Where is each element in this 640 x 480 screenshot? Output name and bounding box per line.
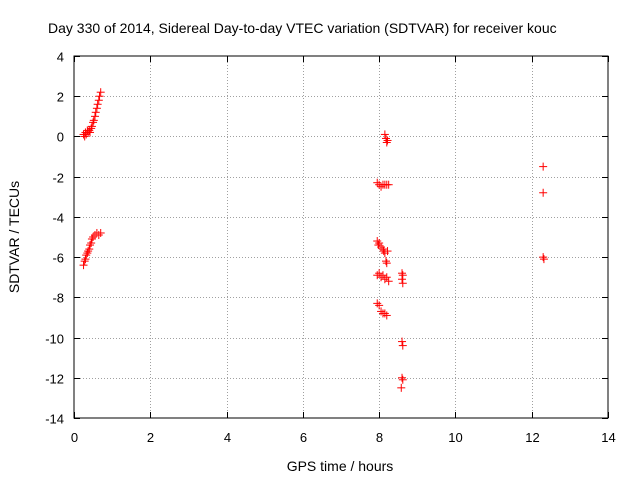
data-point xyxy=(378,271,387,280)
x-tick-label: 4 xyxy=(224,430,231,445)
y-tick-label: -10 xyxy=(45,332,64,347)
data-point xyxy=(382,259,391,268)
data-point xyxy=(373,299,382,308)
y-tick-label: -4 xyxy=(52,211,64,226)
grid xyxy=(74,56,608,418)
x-tick-label: 8 xyxy=(376,430,383,445)
data-point xyxy=(375,239,384,248)
data-point xyxy=(85,126,94,135)
data-point xyxy=(86,241,95,250)
data-point xyxy=(380,275,389,284)
data-point xyxy=(79,261,88,270)
data-point xyxy=(378,245,387,254)
data-point xyxy=(382,257,391,266)
data-point xyxy=(398,341,407,350)
data-point xyxy=(539,253,548,262)
data-point xyxy=(398,271,407,280)
data-point xyxy=(539,255,548,264)
data-point xyxy=(384,180,393,189)
data-point xyxy=(91,108,100,117)
y-tick-label: 0 xyxy=(57,130,64,145)
data-point xyxy=(398,375,407,384)
data-point xyxy=(382,134,391,143)
data-point xyxy=(373,237,382,246)
x-tick-label: 14 xyxy=(601,430,615,445)
y-axis-title: SDTVAR / TECUs xyxy=(6,181,22,293)
data-point xyxy=(382,273,391,282)
y-tick-labels: -14 -12 -10 -8 -6 -4 -2 0 2 4 xyxy=(45,50,64,427)
y-tick-label: -12 xyxy=(45,372,64,387)
data-point xyxy=(95,92,104,101)
plot-frame xyxy=(73,55,609,419)
data-point xyxy=(377,307,386,316)
data-point xyxy=(89,118,98,127)
data-point xyxy=(87,239,96,248)
y-tick-label: 4 xyxy=(57,50,64,65)
data-point xyxy=(539,162,548,171)
data-point xyxy=(94,230,103,239)
data-point xyxy=(380,309,389,318)
x-tick-label: 2 xyxy=(147,430,154,445)
data-point xyxy=(398,275,407,284)
chart-title: Day 330 of 2014, Sidereal Day-to-day VTE… xyxy=(48,20,557,36)
data-point xyxy=(87,124,96,133)
data-point xyxy=(86,128,95,137)
data-point xyxy=(373,178,382,187)
data-point xyxy=(96,88,105,97)
data-point xyxy=(94,96,103,105)
data-point xyxy=(83,249,92,258)
data-point xyxy=(539,188,548,197)
data-point xyxy=(377,182,386,191)
x-tick-label: 0 xyxy=(71,430,78,445)
x-tick-labels: 0 2 4 6 8 10 12 14 xyxy=(71,430,616,445)
data-point xyxy=(80,132,89,141)
data-point xyxy=(89,116,98,125)
x-axis-title: GPS time / hours xyxy=(287,458,394,474)
data-point xyxy=(80,257,89,266)
data-points xyxy=(79,88,548,392)
data-point xyxy=(82,130,91,139)
x-tick-label: 12 xyxy=(525,430,539,445)
data-point xyxy=(93,100,102,109)
data-point xyxy=(89,233,98,241)
y-tick-label: -6 xyxy=(52,251,64,266)
data-point xyxy=(84,247,93,256)
data-point xyxy=(375,269,384,278)
y-tick-label: -2 xyxy=(52,171,64,186)
x-tick-label: 6 xyxy=(300,430,307,445)
data-point xyxy=(92,104,101,113)
data-point xyxy=(85,245,94,254)
y-tick-label: -8 xyxy=(52,291,64,306)
data-point xyxy=(383,136,392,145)
data-point xyxy=(377,243,386,252)
data-point xyxy=(382,138,391,147)
data-point xyxy=(82,251,91,260)
axis-ticks xyxy=(74,56,609,419)
data-point xyxy=(398,373,407,382)
data-point xyxy=(90,112,99,121)
data-point xyxy=(81,255,90,264)
data-point xyxy=(384,277,393,286)
data-point xyxy=(397,383,406,392)
y-tick-label: -14 xyxy=(45,412,64,427)
data-point xyxy=(87,122,96,131)
data-point xyxy=(398,279,407,288)
data-point xyxy=(398,337,407,346)
data-point xyxy=(87,235,96,244)
data-point xyxy=(375,301,384,310)
y-tick-label: 2 xyxy=(57,90,64,105)
x-tick-label: 10 xyxy=(448,430,462,445)
data-point xyxy=(382,311,391,320)
data-point xyxy=(380,130,389,139)
data-point xyxy=(96,228,105,237)
data-point xyxy=(383,247,392,256)
